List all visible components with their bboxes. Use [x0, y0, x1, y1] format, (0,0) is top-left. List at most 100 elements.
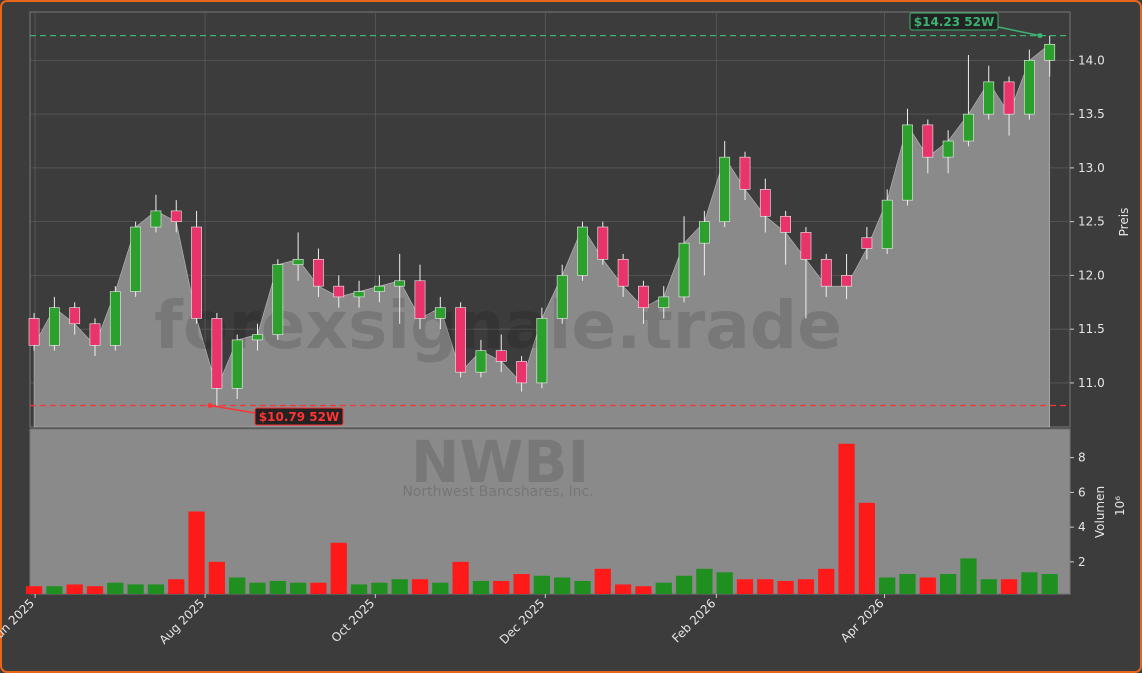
candle-body [231, 339, 243, 389]
candle-body [1044, 43, 1056, 61]
candle-body [434, 307, 446, 319]
y-tick-label: 14.0 [1078, 53, 1105, 67]
candle-body [1003, 81, 1015, 115]
volume-bar [554, 577, 571, 594]
y-tick-label: 11.0 [1078, 376, 1105, 390]
candle-body [292, 258, 304, 265]
candle-body [780, 215, 792, 233]
arrow-head [1037, 33, 1043, 39]
volume-bar [411, 579, 429, 594]
candle-body [983, 81, 995, 115]
candle-body [475, 350, 487, 373]
candle-body [150, 210, 162, 228]
annotation-box [254, 407, 344, 426]
candle-body [617, 258, 629, 287]
annotation-arrow [209, 404, 256, 414]
volume-bar [594, 568, 611, 594]
volume-bar [736, 579, 754, 594]
candle-body [1023, 60, 1035, 115]
candle-body [597, 226, 609, 260]
volume-bar [290, 582, 307, 594]
volume-bar [940, 574, 957, 594]
y-tick-label: 2 [1078, 555, 1086, 569]
annotation-box [909, 12, 999, 31]
volume-bar [350, 584, 368, 594]
volume-bar [168, 579, 185, 594]
candle-body [394, 280, 406, 287]
y-tick-label: 11.5 [1078, 322, 1105, 336]
volume-bar [147, 584, 165, 594]
candle-body [211, 318, 223, 389]
volume-bar [980, 579, 997, 594]
candle-body [820, 258, 832, 287]
volume-bar [229, 577, 246, 594]
candle-body [861, 237, 873, 249]
y-tick-label: 12.0 [1078, 268, 1105, 282]
volume-bar [188, 511, 205, 594]
candle-body [353, 291, 365, 298]
candle-body [841, 275, 852, 287]
candle-body [516, 361, 527, 384]
candle-body [272, 264, 284, 335]
volume-bar [655, 582, 672, 594]
volume-bar [1041, 574, 1058, 594]
candle-body [942, 140, 954, 158]
volume-bar [432, 582, 449, 594]
volume-bar [879, 577, 896, 594]
volume-bar [797, 579, 815, 594]
candle-body [313, 258, 324, 287]
volume-bar [919, 577, 936, 594]
volume-bar [472, 580, 490, 594]
volume-bar [635, 586, 652, 594]
volume-bar [493, 580, 510, 594]
annotation-arrow [997, 26, 1041, 37]
volume-bar [208, 561, 225, 594]
volume-bar [757, 579, 774, 594]
candle-body [414, 280, 426, 319]
candle-body [556, 275, 568, 319]
volume-bar [46, 586, 63, 594]
volume-bar [818, 568, 835, 594]
volume-bar [66, 584, 83, 594]
candle-body [170, 210, 182, 222]
candle-body [719, 156, 731, 222]
candle-body [902, 124, 913, 201]
y-axis-label: Preis [1117, 208, 1131, 237]
candle-body [89, 323, 101, 346]
candle-body [759, 189, 771, 217]
candle-body [69, 307, 81, 325]
volume-bar [716, 572, 733, 594]
candle-body [678, 242, 690, 298]
volume-bar [615, 584, 632, 594]
candle-body [739, 156, 751, 190]
candle-body [28, 318, 40, 346]
candle-body [658, 296, 670, 308]
volume-bar [86, 586, 104, 594]
y-tick-label: 12.5 [1078, 215, 1105, 229]
volume-bar [310, 582, 327, 594]
candle-body [577, 226, 588, 276]
volume-bar [513, 574, 530, 594]
volume-bar [107, 582, 124, 594]
volume-bar [452, 561, 469, 594]
candle-body [922, 124, 934, 158]
volume-bar [533, 575, 550, 594]
volume-bar [777, 580, 794, 594]
volume-axis-label: Volumen [1093, 486, 1107, 538]
volume-bar [858, 502, 875, 594]
symbol-watermark: NWBI [411, 428, 589, 496]
volume-bar [696, 568, 713, 594]
y-tick-label: 4 [1078, 520, 1086, 534]
y-tick-label: 6 [1078, 485, 1086, 499]
volume-bar [371, 582, 388, 594]
volume-bar [249, 582, 266, 594]
volume-bar [675, 575, 693, 594]
candle-body [455, 307, 467, 373]
volume-bar [838, 443, 855, 594]
volume-bar [960, 558, 977, 594]
candle-body [698, 221, 710, 244]
company-watermark: Northwest Bancshares, Inc. [402, 484, 593, 500]
y-tick-label: 13.5 [1078, 107, 1105, 121]
